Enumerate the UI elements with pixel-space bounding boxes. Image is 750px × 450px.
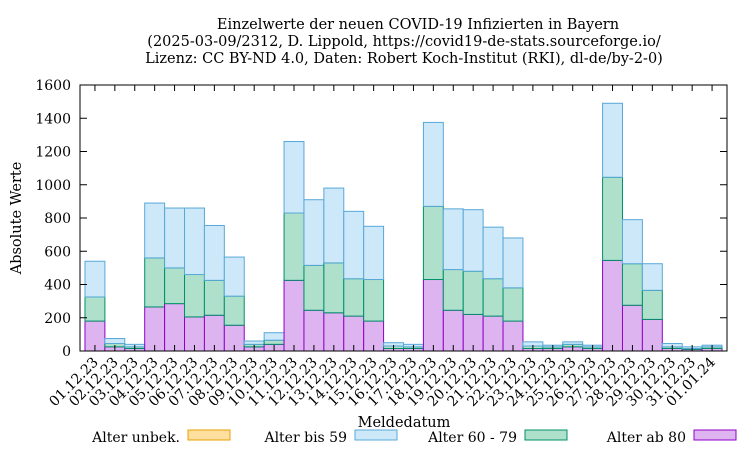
bar-segment <box>363 279 385 322</box>
bar-segment <box>144 202 166 259</box>
bar-segment <box>243 340 265 345</box>
title-line-2: (2025-03-09/2312, D. Lippold, https://co… <box>147 34 661 50</box>
bar-segment <box>144 257 166 308</box>
legend-swatch <box>693 429 737 441</box>
bar-segment <box>104 338 126 345</box>
y-tick-label: 400 <box>44 278 71 294</box>
bars <box>84 102 723 352</box>
x-axis-label: Meldedatum <box>358 415 451 431</box>
bar-segment <box>621 263 643 306</box>
y-tick-label: 0 <box>62 344 71 360</box>
y-tick-label: 1600 <box>35 78 71 94</box>
bar-segment <box>562 341 584 345</box>
bar-segment <box>323 187 345 264</box>
bar-segment <box>442 309 464 352</box>
bar-segment <box>422 279 444 352</box>
bar-segment <box>303 199 325 266</box>
legend-label: Alter unbek. <box>91 430 180 446</box>
y-axis-label: Absolute Werte <box>9 162 25 276</box>
legend-label: Alter 60 - 79 <box>427 430 517 446</box>
bar-segment <box>263 332 285 341</box>
bar-segment <box>363 225 385 281</box>
bar-segment <box>323 262 345 314</box>
bar-segment <box>422 205 444 281</box>
bar-segment <box>223 256 245 297</box>
y-ticks: 0 200 400 600 800 1000 1200 1400 1600 <box>35 78 727 360</box>
bar-segment <box>283 212 305 281</box>
bar-segment <box>84 296 106 322</box>
bar-segment <box>343 210 365 280</box>
bar-segment <box>602 102 623 178</box>
legend-swatch <box>187 429 231 441</box>
bar-segment <box>641 263 663 291</box>
bar-segment <box>283 279 305 352</box>
y-tick-label: 1000 <box>35 178 71 194</box>
chart-title: Einzelwerte der neuen COVID-19 Infiziert… <box>145 17 663 67</box>
bar-segment <box>164 207 186 269</box>
x-ticks: 01.12.2302.12.2303.12.2304.12.2305.12.23… <box>46 85 719 410</box>
bar-segment <box>164 303 186 352</box>
y-tick-label: 200 <box>44 311 71 327</box>
y-tick-label: 800 <box>44 211 71 227</box>
bar-segment <box>263 339 285 345</box>
y-tick-label: 1400 <box>35 111 71 127</box>
bar-segment <box>442 269 464 311</box>
bar-segment <box>621 304 643 352</box>
y-tick-label: 600 <box>44 244 71 260</box>
bar-segment <box>203 224 225 281</box>
bar-segment <box>164 267 186 305</box>
bar-segment <box>602 259 623 352</box>
bar-segment <box>641 289 663 320</box>
legend-swatch <box>354 429 398 441</box>
legend: Alter unbek. Alter bis 59 Alter 60 - 79 Alt… <box>91 429 737 446</box>
bar-segment <box>303 309 325 352</box>
bar-segment <box>343 278 365 317</box>
bar-segment <box>621 219 643 265</box>
title-line-1: Einzelwerte der neuen COVID-19 Infiziert… <box>217 17 619 33</box>
bar-segment <box>462 270 484 315</box>
bar-segment <box>144 306 166 352</box>
bar-segment <box>184 207 205 276</box>
y-tick-label: 1200 <box>35 145 71 161</box>
bar-segment <box>462 209 484 272</box>
bar-segment <box>482 278 504 317</box>
bar-segment <box>502 287 524 322</box>
bar-segment <box>84 260 106 298</box>
bar-segment <box>442 208 464 271</box>
bar-segment <box>283 141 305 214</box>
legend-label: Alter bis 59 <box>263 430 347 446</box>
legend-swatch <box>524 429 568 441</box>
bar-segment <box>602 176 623 261</box>
bar-segment <box>482 226 504 280</box>
bar-segment <box>184 274 205 318</box>
bar-segment <box>502 237 524 289</box>
bar-segment <box>422 121 444 207</box>
bar-segment <box>223 295 245 326</box>
legend-label: Alter ab 80 <box>606 430 686 446</box>
bar-segment <box>303 264 325 311</box>
bar-segment <box>203 279 225 316</box>
title-line-3: Lizenz: CC BY-ND 4.0, Daten: Robert Koch… <box>145 51 663 67</box>
